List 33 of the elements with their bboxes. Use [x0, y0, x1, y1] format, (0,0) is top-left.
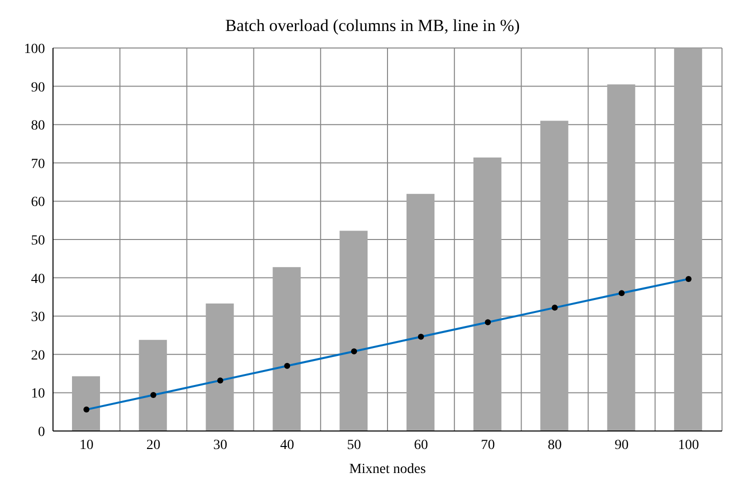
bar: [138, 340, 167, 431]
bar: [72, 376, 100, 431]
x-tick-label: 10: [79, 438, 94, 453]
chart-title: Batch overload (columns in MB, line in %): [224, 16, 521, 35]
x-tick-label: 20: [146, 438, 160, 453]
bar: [674, 48, 702, 431]
x-axis-title: Mixnet nodes: [349, 462, 426, 477]
y-tick-label: 40: [31, 272, 45, 287]
y-tick-label: 0: [38, 424, 45, 440]
bar: [473, 158, 502, 431]
bar: [206, 303, 234, 431]
y-tick-label: 50: [31, 233, 45, 248]
y-tick-label: 90: [31, 80, 45, 96]
x-tick-label: 60: [414, 438, 428, 453]
y-tick-label: 100: [24, 42, 45, 57]
y-tick-label: 80: [31, 118, 45, 134]
x-tick-label: 30: [213, 438, 228, 453]
bar: [406, 194, 434, 431]
bar: [340, 230, 368, 431]
x-tick-label: 70: [480, 438, 495, 453]
bar: [272, 267, 301, 431]
y-tick-label: 10: [31, 386, 45, 402]
y-tick-label: 30: [31, 310, 45, 326]
x-tick-label: 80: [548, 438, 562, 453]
x-tick-label: 90: [614, 438, 629, 453]
x-tick-label: 50: [347, 438, 362, 453]
x-tick-label: 100: [678, 438, 700, 453]
y-tick-label: 70: [31, 156, 45, 172]
y-tick-label: 20: [31, 348, 45, 364]
y-tick-label: 60: [31, 195, 45, 210]
bar: [607, 84, 636, 431]
x-tick-label: 40: [280, 438, 294, 453]
bar: [540, 120, 568, 431]
